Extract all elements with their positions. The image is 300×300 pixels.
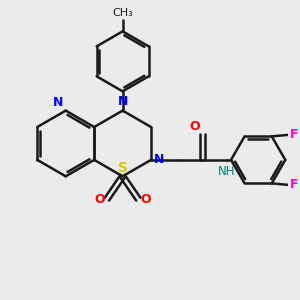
Text: O: O [141,193,151,206]
Text: S: S [118,161,128,175]
Text: F: F [290,178,298,191]
Text: NH: NH [218,165,236,178]
Text: F: F [290,128,298,141]
Text: N: N [53,96,63,109]
Text: CH₃: CH₃ [112,8,133,18]
Text: O: O [190,120,200,133]
Text: N: N [154,153,164,167]
Text: N: N [117,95,128,108]
Text: O: O [94,193,105,206]
